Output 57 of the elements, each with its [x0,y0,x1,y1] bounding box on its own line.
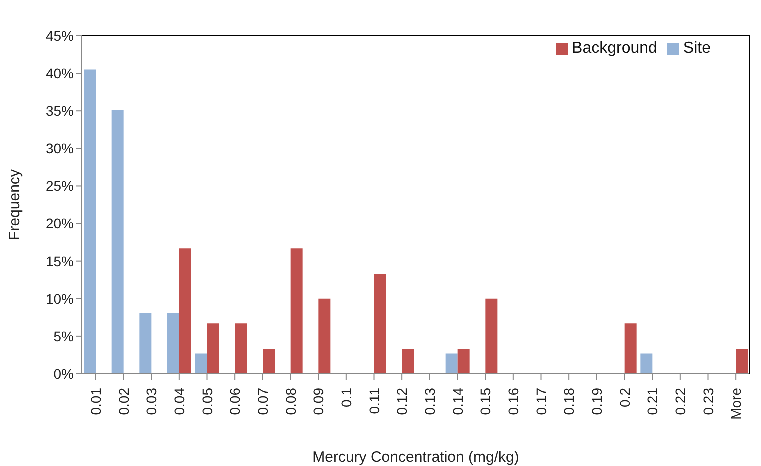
x-tick-label: 0.04 [171,388,188,416]
x-tick-label: 0.06 [227,388,244,416]
y-tick-label: 25% [46,178,74,194]
bar [195,354,208,374]
bar [486,298,498,374]
y-tick-label: 30% [46,140,74,157]
x-tick-label: 0.18 [561,388,578,416]
legend-label: Site [683,40,711,57]
y-tick-label: 20% [46,216,74,232]
x-tick-label: 0.21 [644,388,661,416]
bar [180,248,192,374]
bar [235,324,248,374]
x-tick-label: 0.02 [116,388,132,416]
x-tick-label: 0.07 [254,388,271,416]
y-axis-title: Frequency [6,169,24,240]
x-tick-label: More [728,388,744,420]
bar [736,349,748,374]
x-tick-label: 0.09 [310,388,327,416]
y-tick-label: 5% [54,328,74,344]
x-tick-label: 0.11 [366,388,382,414]
bar [263,349,275,374]
y-tick-label: 45% [46,28,74,44]
bar [207,324,220,374]
y-tick-label: 35% [46,103,74,120]
x-tick-label: 0.19 [588,388,605,416]
x-tick-label: 0.16 [505,388,522,416]
bar [640,354,653,374]
x-tick-label: 0.12 [394,388,410,416]
x-tick-label: 0.14 [450,388,466,416]
bar [374,274,386,374]
x-tick-label: 0.2 [616,388,633,408]
bar [290,248,303,374]
bar [624,324,637,374]
bar [402,349,414,374]
x-tick-label: 0.1 [338,388,354,408]
x-tick-label: 0.05 [199,388,216,416]
y-tick-label: 40% [46,66,74,82]
x-tick-label: 0.13 [422,388,438,416]
legend-label: Background [572,40,658,57]
x-tick-label: 0.23 [700,388,716,416]
bar [84,70,96,374]
y-tick-label: 10% [46,290,74,307]
bar [458,349,470,374]
bar [112,110,124,374]
y-tick-label: 0% [54,366,74,382]
x-tick-label: 0.01 [88,388,104,416]
x-tick-label: 0.15 [478,388,494,416]
x-tick-label: 0.03 [144,388,160,416]
x-tick-label: 0.17 [533,388,550,416]
x-axis-title: Mercury Concentration (mg/kg) [312,449,520,466]
bar [446,354,458,374]
x-tick-label: 0.22 [672,388,688,416]
bar [140,313,152,374]
bar [168,313,180,374]
x-tick-label: 0.08 [282,388,299,416]
bar [318,298,331,374]
y-tick-label: 15% [46,253,74,270]
